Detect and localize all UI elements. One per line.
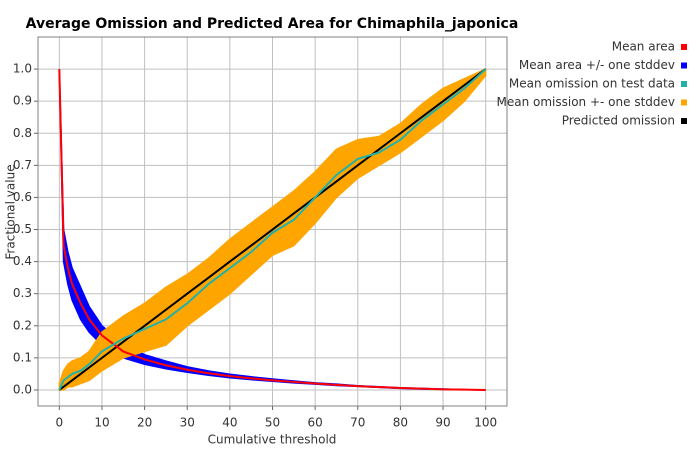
legend-label: Mean omission on test data xyxy=(509,77,675,91)
y-tick-label: 1.0 xyxy=(13,62,32,76)
y-tick-label: 0.3 xyxy=(13,286,32,300)
line xyxy=(58,69,486,391)
x-tick-label: 50 xyxy=(265,416,280,430)
legend-label: Predicted omission xyxy=(562,114,675,128)
x-tick-label: 100 xyxy=(474,416,497,430)
y-tick-label: 0.0 xyxy=(13,382,32,396)
x-tick-label: 60 xyxy=(307,416,322,430)
legend-label: Mean area +/- one stddev xyxy=(519,58,675,72)
y-tick-label: 0.1 xyxy=(13,350,32,364)
chart-title: Average Omission and Predicted Area for … xyxy=(26,16,519,32)
y-tick-label: 0.8 xyxy=(13,126,32,140)
legend-swatch xyxy=(681,62,687,69)
legend-label: Mean area xyxy=(612,40,675,54)
x-tick-label: 90 xyxy=(435,416,450,430)
y-tick-label: 0.5 xyxy=(13,222,32,236)
legend-swatch xyxy=(681,44,687,50)
x-tick-label: 10 xyxy=(94,416,109,430)
legend-swatch xyxy=(681,118,687,124)
x-tick-label: 80 xyxy=(393,416,408,430)
legend-swatch xyxy=(681,81,687,87)
x-tick-label: 0 xyxy=(55,416,63,430)
x-tick-label: 20 xyxy=(137,416,152,430)
y-tick-label: 0.7 xyxy=(13,158,32,172)
legend-label: Mean omission +- one stddev xyxy=(497,95,676,109)
line xyxy=(58,68,487,391)
line xyxy=(58,68,487,391)
x-tick-label: 40 xyxy=(222,416,237,430)
plot-border xyxy=(37,36,508,407)
legend-swatch xyxy=(681,99,687,106)
y-tick-label: 0.6 xyxy=(13,190,32,204)
y-tick-label: 0.9 xyxy=(13,94,32,108)
x-tick-label: 30 xyxy=(180,416,195,430)
x-tick-label: 70 xyxy=(350,416,365,430)
y-tick-label: 0.2 xyxy=(13,318,32,332)
x-axis-label: Cumulative threshold xyxy=(208,433,337,447)
y-tick-label: 0.4 xyxy=(13,254,32,268)
y-axis-label: Fractional value xyxy=(4,164,18,259)
